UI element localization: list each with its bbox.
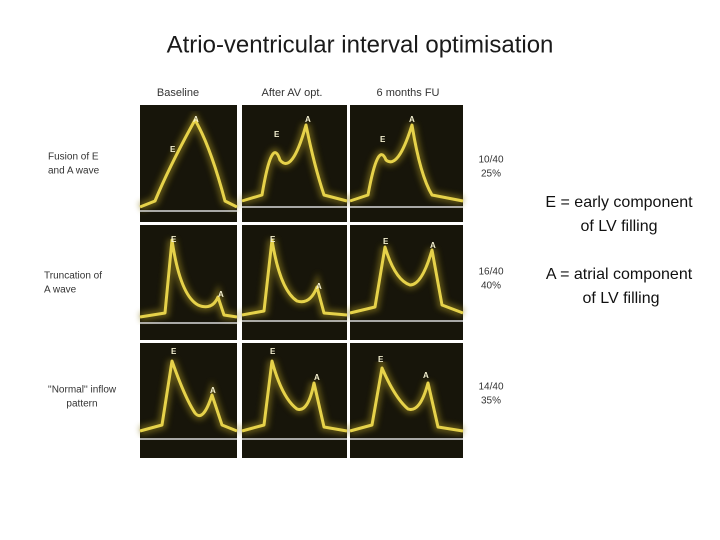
wave-letter: A [218,290,224,299]
row-label: ''Normal'' inflow [48,385,117,396]
ratio: 16/40 [478,267,503,278]
doppler-panel [240,343,348,458]
doppler-panel [348,343,464,458]
row-label: pattern [66,399,97,410]
doppler-panel [138,105,240,222]
wave-letter: A [314,373,320,382]
doppler-panel [139,225,238,340]
percent: 25% [481,169,501,180]
wave-letter: E [270,235,276,244]
doppler-panel [348,105,464,222]
wave-letter: A [210,386,216,395]
doppler-panel [241,225,348,340]
row-label: Truncation of [44,271,102,282]
doppler-panel [138,343,239,458]
wave-letter: E [274,130,280,139]
column-header: After AV opt. [262,87,323,99]
slide-title: Atrio-ventricular interval optimisation [167,31,554,58]
column-header: Baseline [157,87,199,99]
definition: of LV filling [582,290,659,307]
doppler-panel [348,225,465,340]
definition: E = early component [545,194,693,211]
ratio: 14/40 [478,382,503,393]
percent: 40% [481,281,501,292]
wave-letter: E [171,347,177,356]
row-label: A wave [44,285,77,296]
doppler-grid [138,105,465,458]
wave-letter: A [430,241,436,250]
wave-letter: E [270,347,276,356]
doppler-panel [240,105,349,222]
wave-letter: E [380,135,386,144]
wave-letter: A [305,115,311,124]
definition: of LV filling [580,218,657,235]
wave-letter: A [423,371,429,380]
percent: 35% [481,396,501,407]
ratio: 10/40 [478,155,503,166]
wave-letter: A [409,115,415,124]
row-label: Fusion of E [48,152,99,163]
wave-letter: E [170,145,176,154]
definition: A = atrial component [546,266,693,283]
wave-letter: A [193,115,199,124]
wave-letter: E [378,355,384,364]
wave-letter: E [171,235,177,244]
column-header: 6 months FU [377,87,440,99]
row-label: and A wave [48,166,100,177]
wave-letter: E [383,237,389,246]
wave-letter: A [316,282,322,291]
